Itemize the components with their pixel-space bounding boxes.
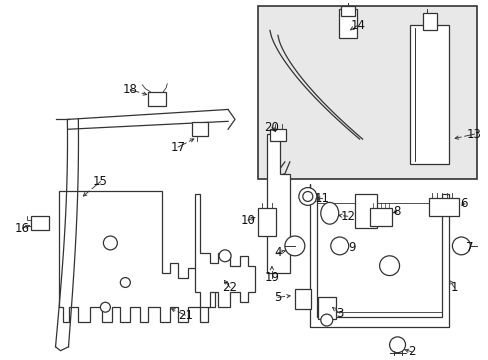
Text: 22: 22 <box>222 281 237 294</box>
Text: 10: 10 <box>240 214 255 227</box>
Text: 3: 3 <box>335 307 343 320</box>
Polygon shape <box>408 26 448 164</box>
Text: 14: 14 <box>349 19 365 32</box>
Polygon shape <box>59 190 215 322</box>
Bar <box>428 198 458 216</box>
Circle shape <box>120 278 130 287</box>
Text: 21: 21 <box>177 309 192 321</box>
Text: 4: 4 <box>274 246 281 259</box>
Text: 1: 1 <box>450 281 457 294</box>
Circle shape <box>285 236 304 256</box>
Circle shape <box>100 302 110 312</box>
Circle shape <box>389 337 405 353</box>
Text: 9: 9 <box>347 242 355 255</box>
Text: 16: 16 <box>15 222 30 235</box>
Ellipse shape <box>320 202 338 224</box>
Circle shape <box>298 188 316 205</box>
Polygon shape <box>266 134 289 273</box>
Text: 7: 7 <box>465 242 472 255</box>
Text: 19: 19 <box>264 271 279 284</box>
Text: 18: 18 <box>122 83 138 96</box>
Bar <box>423 13 437 30</box>
Circle shape <box>320 314 332 326</box>
Circle shape <box>219 250 230 262</box>
Text: 5: 5 <box>274 291 281 304</box>
Polygon shape <box>195 194 254 307</box>
Bar <box>354 194 376 228</box>
Polygon shape <box>309 184 448 327</box>
Circle shape <box>451 237 469 255</box>
Bar <box>192 122 208 136</box>
Bar <box>258 208 275 236</box>
Bar <box>31 216 48 230</box>
Text: 13: 13 <box>466 128 481 141</box>
Circle shape <box>103 236 117 250</box>
Circle shape <box>379 256 399 275</box>
Bar <box>340 6 354 15</box>
Text: 15: 15 <box>93 175 108 188</box>
Bar <box>338 9 356 38</box>
Bar <box>369 208 391 226</box>
Text: 17: 17 <box>170 140 185 153</box>
Text: 20: 20 <box>264 121 279 134</box>
Text: 6: 6 <box>459 197 466 210</box>
Text: 2: 2 <box>407 345 414 358</box>
Circle shape <box>330 237 348 255</box>
Bar <box>317 297 335 319</box>
Bar <box>294 289 310 309</box>
Bar <box>269 129 285 141</box>
Text: 8: 8 <box>392 205 400 218</box>
Bar <box>258 6 476 179</box>
Text: 11: 11 <box>314 192 328 205</box>
Circle shape <box>302 192 312 201</box>
Bar <box>148 92 166 105</box>
Text: 12: 12 <box>340 210 354 223</box>
